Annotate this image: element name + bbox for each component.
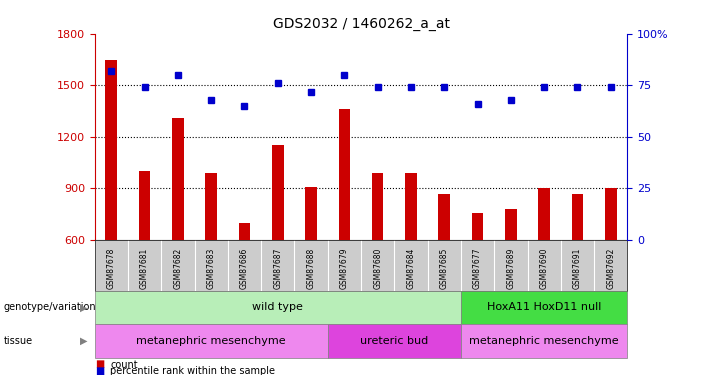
Text: ureteric bud: ureteric bud <box>360 336 428 346</box>
Bar <box>571 194 583 240</box>
Bar <box>505 209 517 240</box>
Bar <box>472 213 484 240</box>
Bar <box>327 324 461 358</box>
Text: GSM87679: GSM87679 <box>340 248 349 289</box>
Text: GSM87691: GSM87691 <box>573 248 582 289</box>
Bar <box>438 194 450 240</box>
Text: GSM87678: GSM87678 <box>107 248 116 289</box>
Text: ▶: ▶ <box>80 303 88 312</box>
Text: GSM87685: GSM87685 <box>440 248 449 289</box>
Text: GSM87684: GSM87684 <box>407 248 416 289</box>
Bar <box>305 187 317 240</box>
Text: GSM87687: GSM87687 <box>273 248 283 289</box>
Bar <box>538 188 550 240</box>
Text: wild type: wild type <box>252 303 304 312</box>
Text: metanephric mesenchyme: metanephric mesenchyme <box>470 336 619 346</box>
Text: ■: ■ <box>95 366 104 375</box>
Text: count: count <box>110 360 137 369</box>
Bar <box>405 173 417 240</box>
Text: ▶: ▶ <box>80 336 88 346</box>
Text: GSM87677: GSM87677 <box>473 248 482 289</box>
Bar <box>95 291 461 324</box>
Text: metanephric mesenchyme: metanephric mesenchyme <box>137 336 286 346</box>
Bar <box>339 110 350 240</box>
Bar <box>205 173 217 240</box>
Bar <box>605 188 617 240</box>
Text: GSM87681: GSM87681 <box>140 248 149 289</box>
Title: GDS2032 / 1460262_a_at: GDS2032 / 1460262_a_at <box>273 17 449 32</box>
Text: GSM87683: GSM87683 <box>207 248 216 289</box>
Text: genotype/variation: genotype/variation <box>4 303 96 312</box>
Bar <box>139 171 151 240</box>
Text: ■: ■ <box>95 360 104 369</box>
Text: GSM87690: GSM87690 <box>540 248 549 289</box>
Text: GSM87686: GSM87686 <box>240 248 249 289</box>
Bar <box>272 146 284 240</box>
Bar <box>461 324 627 358</box>
Bar <box>372 173 383 240</box>
Bar <box>172 118 184 240</box>
Text: GSM87689: GSM87689 <box>506 248 515 289</box>
Text: GSM87682: GSM87682 <box>173 248 182 289</box>
Bar <box>105 60 117 240</box>
Bar <box>461 291 627 324</box>
Text: GSM87680: GSM87680 <box>373 248 382 289</box>
Text: HoxA11 HoxD11 null: HoxA11 HoxD11 null <box>487 303 601 312</box>
Text: GSM87688: GSM87688 <box>306 248 315 289</box>
Bar <box>238 223 250 240</box>
Bar <box>95 324 327 358</box>
Text: percentile rank within the sample: percentile rank within the sample <box>110 366 275 375</box>
Text: GSM87692: GSM87692 <box>606 248 615 289</box>
Text: tissue: tissue <box>4 336 33 346</box>
